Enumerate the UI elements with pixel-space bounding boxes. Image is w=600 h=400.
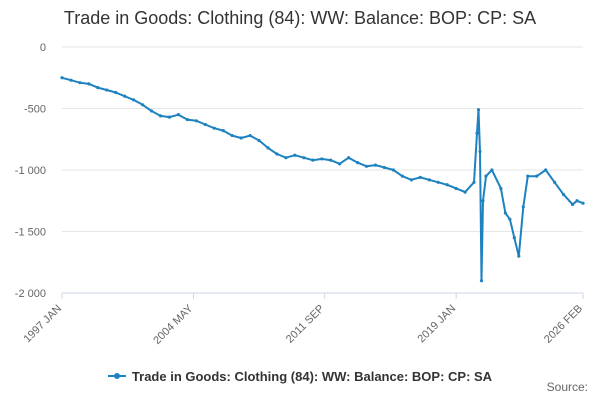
data-point [355,161,360,165]
data-point [123,94,127,98]
data-point [472,180,476,184]
data-point [114,90,118,95]
x-axis [61,292,584,299]
data-point [239,136,243,140]
series-layer [60,76,585,283]
data-point [284,156,288,160]
y-tick-label: -1 000 [15,165,46,177]
data-point [293,153,297,157]
y-tick-label: -2 000 [15,288,46,300]
data-point [503,211,507,215]
data-point [561,193,566,197]
data-point [132,98,136,102]
data-point [302,156,306,160]
data-point [544,168,548,172]
data-point [105,88,109,92]
data-point [203,122,207,127]
legend[interactable]: Trade in Goods: Clothing (84): WW: Balan… [0,365,600,384]
data-point [248,133,252,138]
data-point [575,199,579,203]
data-point [69,78,73,82]
data-point [512,236,516,240]
data-point [257,138,261,143]
data-point [141,103,145,107]
data-point [176,113,181,117]
y-tick-label: 0 [40,42,46,54]
data-point [364,164,369,168]
chart-title: Trade in Goods: Clothing (84): WW: Balan… [63,8,537,28]
legend-label: Trade in Goods: Clothing (84): WW: Balan… [131,368,493,384]
data-point [475,131,479,135]
x-tick-label: 2011 SEP [284,303,327,346]
data-point [212,126,216,130]
grid-lines [62,46,583,294]
data-point [382,165,387,170]
data-point [329,158,333,162]
data-point [445,183,449,187]
data-point [373,163,378,167]
data-point [266,146,270,150]
data-point [479,279,484,283]
data-point [78,81,82,85]
data-point [490,168,494,172]
data-point [463,190,467,194]
data-point [427,178,431,182]
data-point [570,202,575,207]
data-point [517,254,521,258]
data-point [185,117,189,122]
data-point [499,186,503,191]
data-point [581,201,585,205]
legend-item[interactable]: Trade in Goods: Clothing (84): WW: Balan… [107,368,493,384]
data-point [400,174,404,178]
data-point [484,174,488,178]
data-point [347,156,351,160]
x-axis-tick-labels: 1997 JAN 2004 MAY 2011 SEP 2019 JAN 2026 FEB [21,302,585,347]
data-point [320,157,324,161]
y-tick-label: -500 [24,104,46,116]
data-point [221,129,225,133]
data-point [436,180,440,184]
data-point [194,119,198,123]
data-point [481,199,485,203]
data-point [508,217,512,221]
source-credit[interactable]: Source: [546,380,588,394]
y-axis-tick-labels: 0 -500 -1 000 -1 500 -2 000 [15,42,46,300]
data-point [521,205,525,209]
data-point [96,85,100,90]
x-tick-label: 2019 JAN [416,303,459,346]
x-tick-label: 2004 MAY [151,302,196,347]
x-tick-label: 1997 JAN [21,303,64,346]
data-point [553,180,557,184]
data-point [275,152,279,156]
data-point [526,174,530,178]
data-point [158,114,163,118]
data-point [535,174,539,178]
data-point [418,175,422,179]
data-point [391,168,396,172]
data-point [478,149,482,154]
data-point [454,186,458,191]
x-tick-label: 2026 FEB [542,303,585,346]
data-point [60,76,64,80]
data-point [167,115,172,119]
data-point [476,108,481,112]
y-tick-label: -1 500 [15,227,46,239]
data-point [230,133,234,138]
data-point [87,82,91,86]
legend-line-icon [107,373,126,379]
data-point [149,109,154,113]
data-point [311,158,315,162]
data-point [409,178,413,182]
data-point [338,162,342,166]
